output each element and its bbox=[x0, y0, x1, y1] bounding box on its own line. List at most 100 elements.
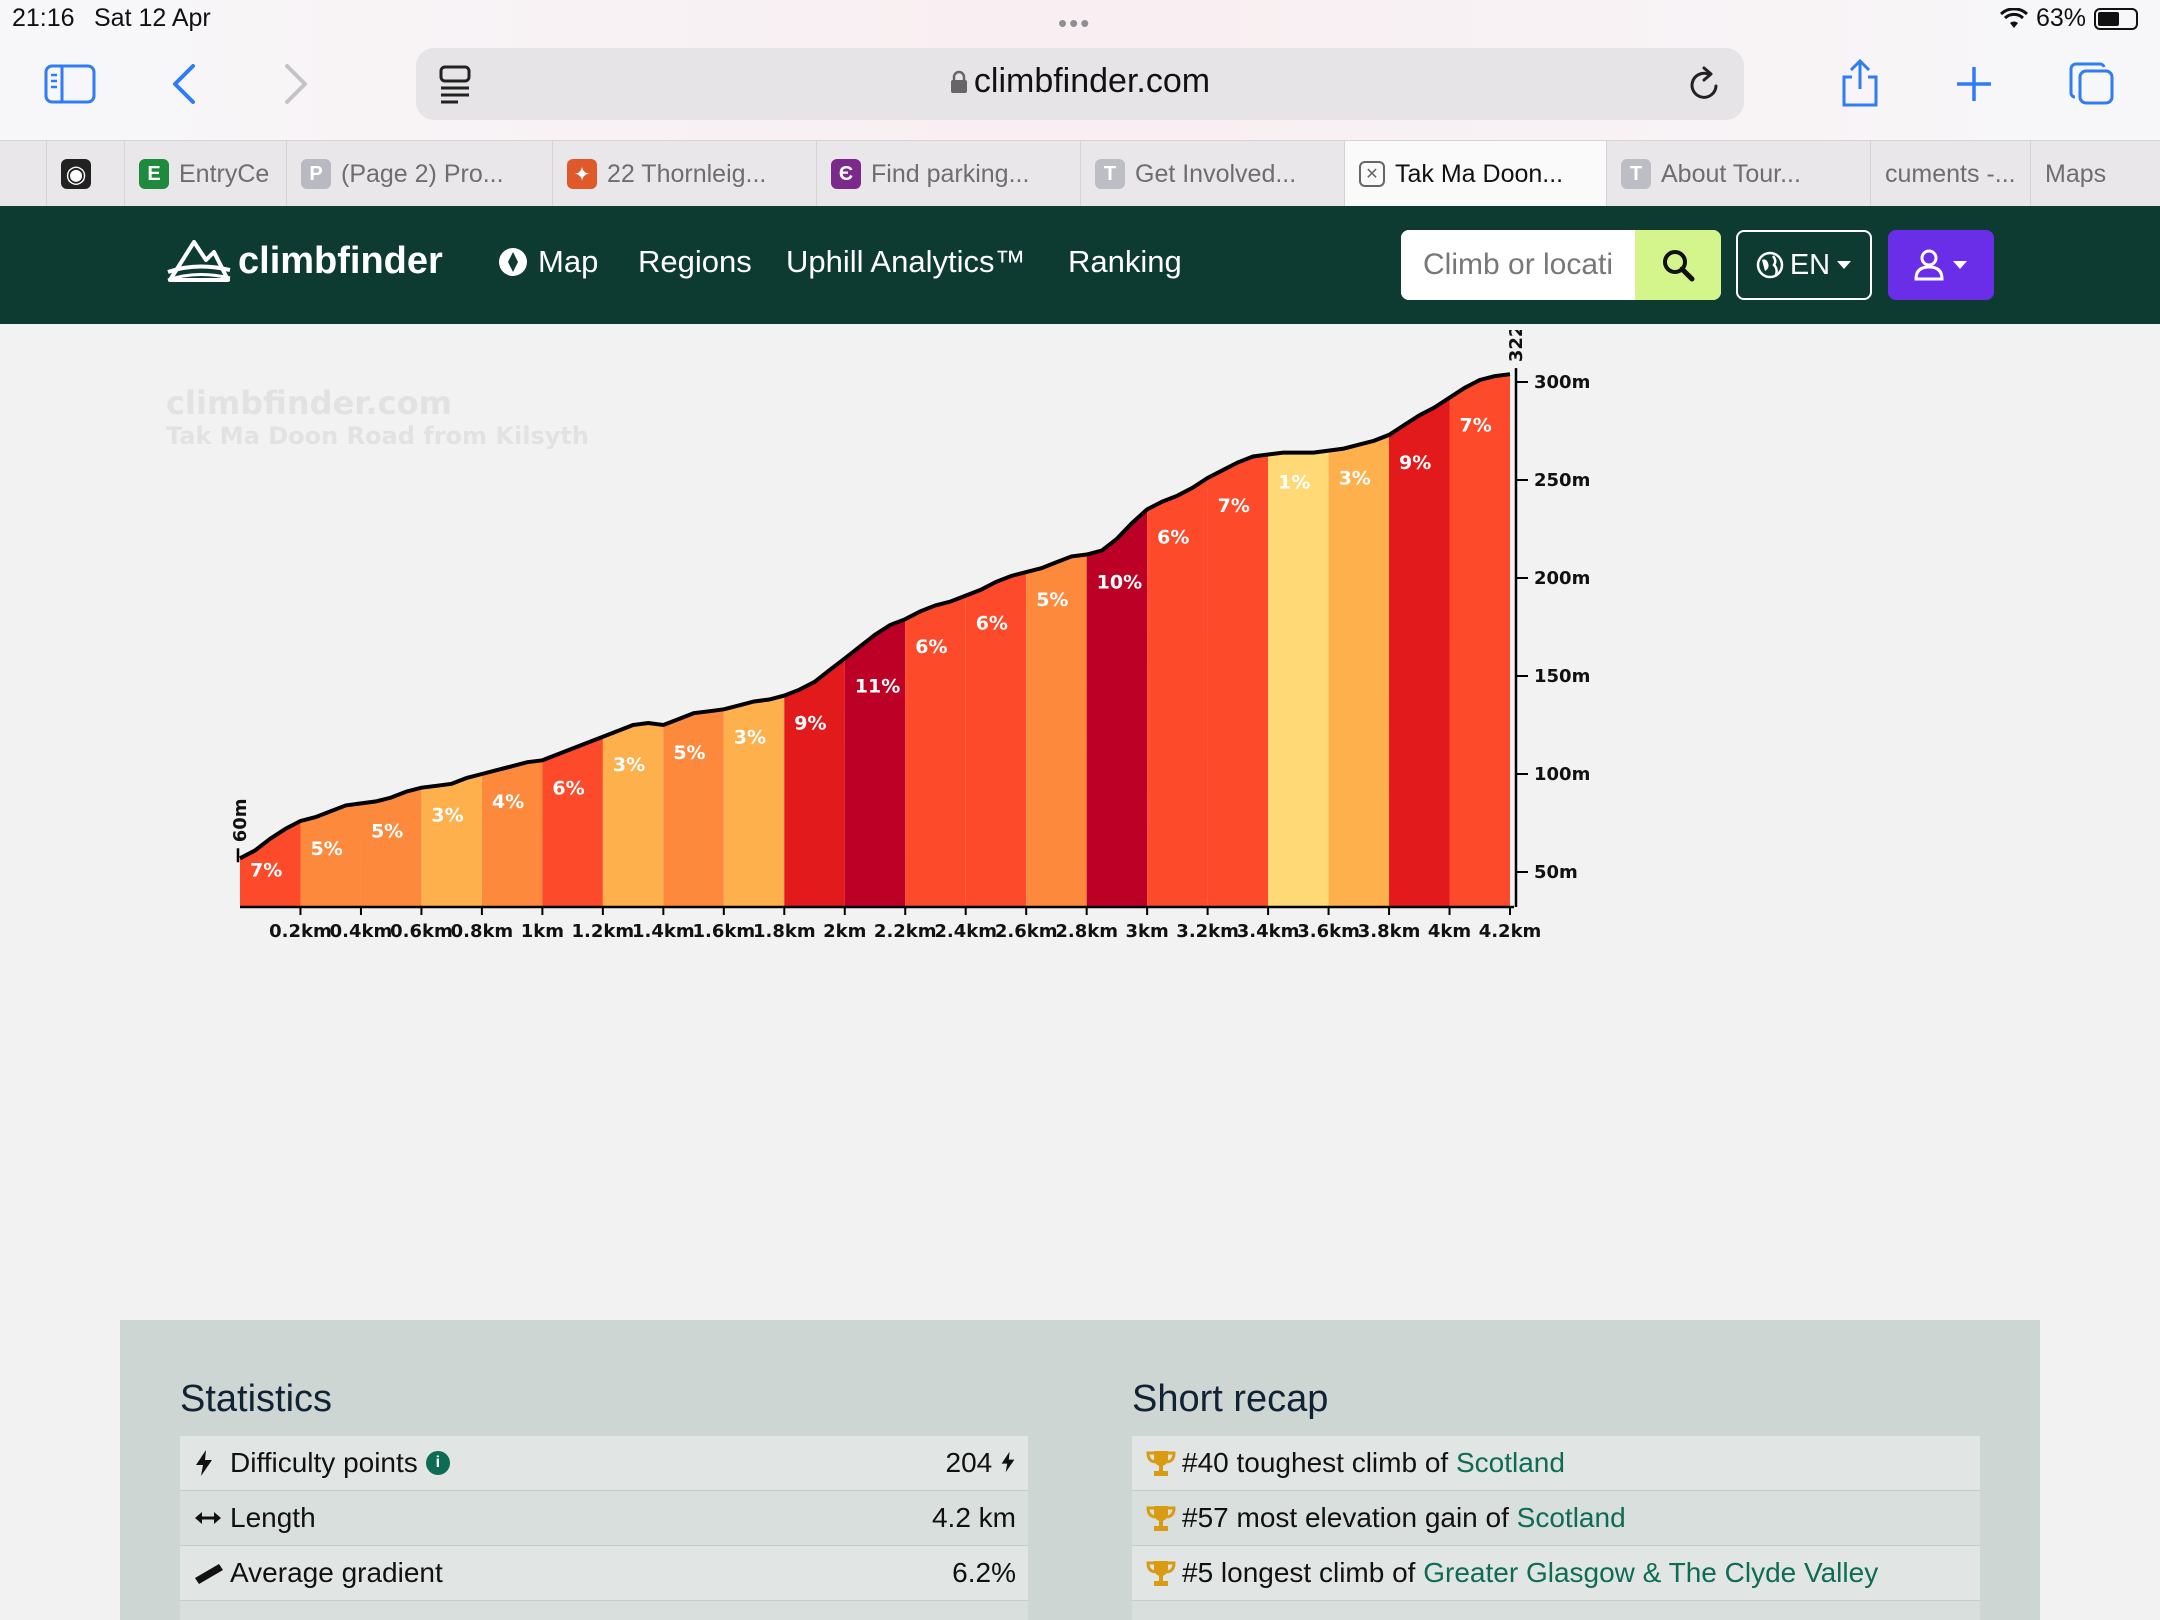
browser-tab[interactable]: Maps bbox=[2030, 141, 2160, 207]
tabs-icon bbox=[2069, 62, 2114, 105]
favicon-icon: T bbox=[1621, 159, 1651, 189]
tab-overview-button[interactable] bbox=[2066, 58, 2118, 110]
recap-link[interactable]: Scotland bbox=[1455, 1447, 1565, 1478]
recap-row: #5 longest climb of Greater Glasgow & Th… bbox=[1132, 1546, 1980, 1601]
trophy-icon bbox=[1146, 1451, 1176, 1476]
nav-map[interactable]: Map bbox=[498, 244, 598, 280]
y-tick-label: 50m bbox=[1534, 862, 1578, 883]
tab-label: Tak Ma Doon... bbox=[1395, 159, 1564, 188]
gradient-label: 3% bbox=[734, 726, 766, 748]
favicon-icon: ✦ bbox=[567, 159, 597, 189]
gradient-segment bbox=[421, 774, 482, 907]
address-bar[interactable]: climbfinder.com bbox=[416, 48, 1744, 120]
search-icon bbox=[1663, 250, 1695, 282]
gradient-segment bbox=[905, 595, 966, 907]
gradient-segment bbox=[1026, 554, 1087, 907]
nav-uphill-analytics[interactable]: Uphill Analytics™ bbox=[786, 244, 1026, 279]
recap-row: #40 toughest climb of Scotland bbox=[1132, 1436, 1980, 1491]
stat-row-difficulty: Difficulty points i 204 bbox=[180, 1436, 1028, 1491]
favicon-icon: Є bbox=[831, 159, 861, 189]
gradient-label: 10% bbox=[1097, 571, 1142, 593]
tab-label: About Tour... bbox=[1661, 159, 1801, 188]
back-button[interactable] bbox=[158, 58, 210, 110]
gradient-segment bbox=[784, 658, 845, 907]
y-tick-label: 300m bbox=[1534, 372, 1590, 393]
caret-down-icon bbox=[1953, 261, 1967, 269]
gradient-segment bbox=[1328, 434, 1390, 907]
recap-table: #40 toughest climb of Scotland #57 most … bbox=[1132, 1436, 1980, 1620]
sidebar-toggle-button[interactable] bbox=[44, 58, 96, 110]
language-dropdown[interactable]: EN bbox=[1736, 230, 1872, 300]
stat-value: 6.2% bbox=[952, 1557, 1016, 1588]
stat-value: 204 bbox=[946, 1447, 1017, 1479]
x-tick-label: 1.8km bbox=[753, 921, 816, 942]
chart-watermark-subtitle: Tak Ma Doon Road from Kilsyth bbox=[166, 422, 589, 450]
user-icon bbox=[1914, 249, 1944, 281]
gradient-label: 5% bbox=[673, 742, 705, 764]
stat-row-length: Length 4.2 km bbox=[180, 1491, 1028, 1546]
browser-tab[interactable]: ◉ bbox=[46, 141, 124, 207]
gradient-segment bbox=[1207, 454, 1269, 907]
elevation-profile-line bbox=[239, 372, 1511, 861]
search-button[interactable] bbox=[1635, 230, 1721, 300]
x-tick-label: 3km bbox=[1126, 921, 1169, 942]
browser-tab[interactable]: ✕ Tak Ma Doon... bbox=[1344, 141, 1606, 207]
tab-label: Find parking... bbox=[871, 159, 1030, 188]
lightning-icon bbox=[196, 1450, 212, 1476]
gradient-label: 11% bbox=[855, 675, 900, 697]
stat-label: Average gradient bbox=[230, 1557, 443, 1588]
info-icon[interactable]: i bbox=[425, 1451, 450, 1475]
nav-regions[interactable]: Regions bbox=[638, 244, 752, 279]
recap-link[interactable]: Greater Glasgow & The Clyde Valley bbox=[1423, 1557, 1879, 1588]
gradient-segment bbox=[602, 723, 664, 907]
site-logo[interactable]: climbfinder bbox=[166, 236, 443, 286]
browser-tab[interactable]: Є Find parking... bbox=[816, 141, 1080, 207]
browser-tab[interactable]: T About Tour... bbox=[1606, 141, 1870, 207]
gradient-label: 3% bbox=[431, 805, 463, 827]
multitask-dots[interactable]: ••• bbox=[1058, 8, 1092, 38]
browser-tab[interactable]: P (Page 2) Pro... bbox=[286, 141, 552, 207]
stat-label: Length bbox=[230, 1502, 316, 1533]
close-icon[interactable]: ✕ bbox=[1359, 161, 1385, 187]
plus-icon bbox=[1957, 67, 1991, 101]
gradient-label: 9% bbox=[794, 713, 826, 735]
forward-button[interactable] bbox=[270, 58, 322, 110]
ruler-icon bbox=[195, 1564, 223, 1584]
chevron-left-icon bbox=[173, 64, 195, 104]
reload-icon[interactable] bbox=[1686, 64, 1724, 104]
tab-bar: ◉ E EntryCe P (Page 2) Pro... ✦ 22 Thornleig..… bbox=[0, 140, 2160, 207]
statistics-table: Difficulty points i 204 Length 4.2 km Av… bbox=[180, 1436, 1028, 1620]
x-tick-label: 3.8km bbox=[1358, 921, 1421, 942]
recap-link[interactable]: Scotland bbox=[1516, 1502, 1626, 1533]
x-tick-label: 1.4km bbox=[632, 921, 695, 942]
gradient-segment bbox=[1449, 374, 1510, 907]
tab-label: (Page 2) Pro... bbox=[341, 159, 504, 188]
battery-percent: 63% bbox=[2035, 4, 2086, 32]
browser-tab[interactable]: T Get Involved... bbox=[1080, 141, 1344, 207]
share-button[interactable] bbox=[1834, 58, 1886, 110]
browser-tab[interactable]: E EntryCe bbox=[124, 141, 286, 207]
start-elevation-label: 60m bbox=[230, 798, 251, 842]
gradient-segment bbox=[1268, 450, 1329, 907]
x-tick-label: 2.6km bbox=[995, 921, 1058, 942]
gradient-label: 9% bbox=[1399, 452, 1431, 474]
wifi-icon bbox=[1999, 7, 2028, 28]
new-tab-button[interactable] bbox=[1948, 58, 2000, 110]
nav-ranking[interactable]: Ranking bbox=[1068, 244, 1182, 279]
gradient-segment bbox=[1147, 478, 1208, 907]
browser-tab[interactable]: cuments -... bbox=[1870, 141, 2030, 207]
user-menu-button[interactable] bbox=[1888, 230, 1994, 300]
gradient-label: 7% bbox=[1218, 495, 1250, 517]
statistics-section: Statistics Difficulty points i 204 Lengt… bbox=[120, 1320, 2040, 1620]
elevation-profile-chart: climbfinder.com Tak Ma Doon Road from Ki… bbox=[120, 330, 2040, 1320]
url-value: climbfinder.com bbox=[973, 62, 1211, 100]
x-tick-label: 0.2km bbox=[269, 921, 332, 942]
search-input[interactable] bbox=[1401, 230, 1635, 300]
x-tick-label: 2.4km bbox=[934, 921, 997, 942]
x-tick-label: 3.4km bbox=[1237, 921, 1300, 942]
x-tick-label: 1.6km bbox=[692, 921, 755, 942]
browser-tab[interactable]: ✦ 22 Thornleig... bbox=[552, 141, 816, 207]
statistics-title: Statistics bbox=[180, 1378, 333, 1420]
stat-row-partial bbox=[180, 1601, 1028, 1620]
arrows-horizontal-icon bbox=[195, 1512, 221, 1524]
